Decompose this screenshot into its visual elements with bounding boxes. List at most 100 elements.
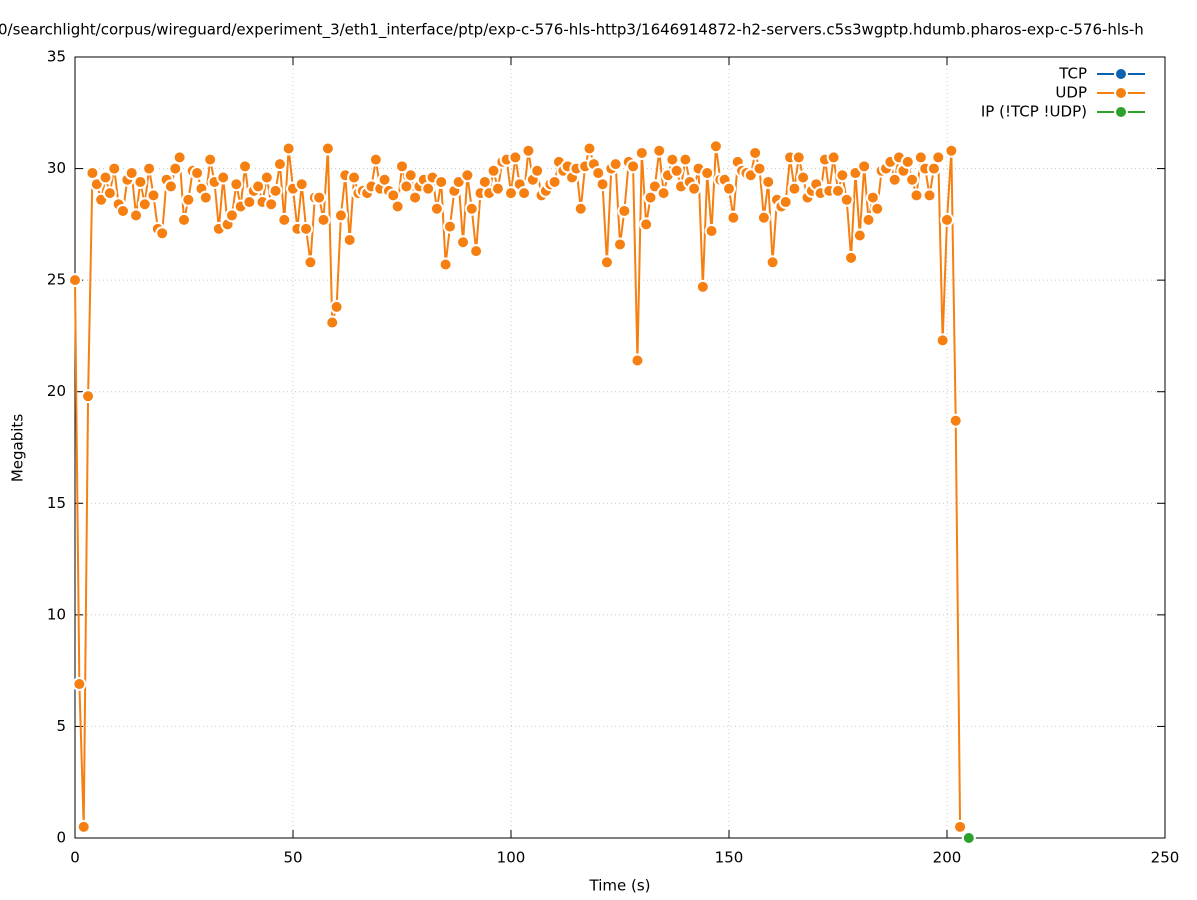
data-point <box>224 208 239 223</box>
data-point <box>264 197 279 212</box>
data-point <box>268 183 283 198</box>
data-point <box>599 255 614 270</box>
data-point <box>669 163 684 178</box>
data-point <box>826 150 841 165</box>
data-point <box>342 232 357 247</box>
data-point <box>325 315 340 330</box>
y-tick-label: 35 <box>47 48 66 66</box>
data-point <box>630 353 645 368</box>
data-point <box>861 212 876 227</box>
data-point <box>181 192 196 207</box>
y-tick-label: 25 <box>47 271 66 289</box>
data-point <box>190 166 205 181</box>
data-point <box>72 677 87 692</box>
data-point <box>796 170 811 185</box>
data-point <box>133 174 148 189</box>
data-point <box>115 203 130 218</box>
data-point <box>931 150 946 165</box>
data-point <box>142 161 157 176</box>
x-axis-label: Time (s) <box>589 877 651 895</box>
data-point <box>752 161 767 176</box>
data-point <box>765 255 780 270</box>
data-point <box>504 186 518 201</box>
data-point <box>316 212 331 227</box>
data-point <box>700 166 715 181</box>
data-point <box>521 143 536 158</box>
data-point <box>68 273 82 288</box>
data-point <box>626 159 641 174</box>
data-point <box>582 141 597 156</box>
data-point <box>272 157 287 172</box>
data-point <box>839 192 854 207</box>
data-point <box>887 172 902 187</box>
data-point <box>940 212 954 227</box>
data-point <box>98 170 113 185</box>
data-point <box>163 179 178 194</box>
data-point <box>748 145 763 160</box>
legend-label: UDP <box>1055 84 1087 102</box>
data-point <box>137 197 152 212</box>
data-point <box>617 203 632 218</box>
data-point <box>333 208 348 223</box>
data-point <box>530 163 545 178</box>
y-tick-label: 10 <box>47 605 66 623</box>
chart-title: 0/searchlight/corpus/wireguard/experimen… <box>0 21 1144 40</box>
data-point <box>687 181 702 196</box>
legend-marker <box>1114 67 1128 81</box>
plot-border <box>74 56 1166 839</box>
y-tick-label: 15 <box>47 494 66 512</box>
data-point <box>395 159 409 174</box>
data-point <box>107 161 122 176</box>
x-tick-label: 50 <box>283 849 302 867</box>
data-point <box>948 413 963 428</box>
data-point <box>844 250 859 265</box>
data-point <box>281 141 296 156</box>
data-point <box>76 819 91 834</box>
data-point <box>403 168 418 183</box>
data-point <box>259 170 274 185</box>
data-point <box>909 188 924 203</box>
data-point <box>294 177 309 192</box>
data-point <box>429 201 444 216</box>
data-point <box>722 181 736 196</box>
y-tick-label: 0 <box>56 829 66 847</box>
data-point <box>870 201 885 216</box>
data-point <box>456 235 471 250</box>
data-point <box>695 279 710 294</box>
x-tick-label: 250 <box>1151 849 1180 867</box>
legend-marker <box>1114 86 1128 100</box>
x-tick-label: 150 <box>715 849 744 867</box>
data-point <box>464 201 479 216</box>
data-point <box>961 831 976 845</box>
data-point <box>791 150 806 165</box>
y-tick-label: 5 <box>56 717 66 735</box>
data-point <box>704 224 719 239</box>
data-point <box>547 174 562 189</box>
data-point <box>831 183 845 198</box>
data-point <box>573 201 588 216</box>
legend-label: IP (!TCP !UDP) <box>981 103 1087 121</box>
data-point <box>634 145 649 160</box>
data-point <box>857 159 872 174</box>
data-point <box>216 170 231 185</box>
x-tick-label: 100 <box>497 849 526 867</box>
y-tick-label: 30 <box>47 159 66 177</box>
data-point <box>953 819 968 834</box>
data-point <box>608 157 623 172</box>
data-point <box>299 221 314 236</box>
data-point <box>329 299 344 314</box>
data-point <box>303 255 318 270</box>
data-point <box>238 159 253 174</box>
data-point <box>198 190 213 205</box>
data-point <box>251 179 266 194</box>
data-point <box>787 181 802 196</box>
data-point <box>852 228 867 243</box>
data-point <box>312 190 327 205</box>
data-point <box>177 212 191 227</box>
data-point <box>595 177 610 192</box>
data-point <box>905 172 920 187</box>
x-tick-label: 200 <box>933 849 962 867</box>
data-point <box>944 143 959 158</box>
y-tick-label: 20 <box>47 382 66 400</box>
